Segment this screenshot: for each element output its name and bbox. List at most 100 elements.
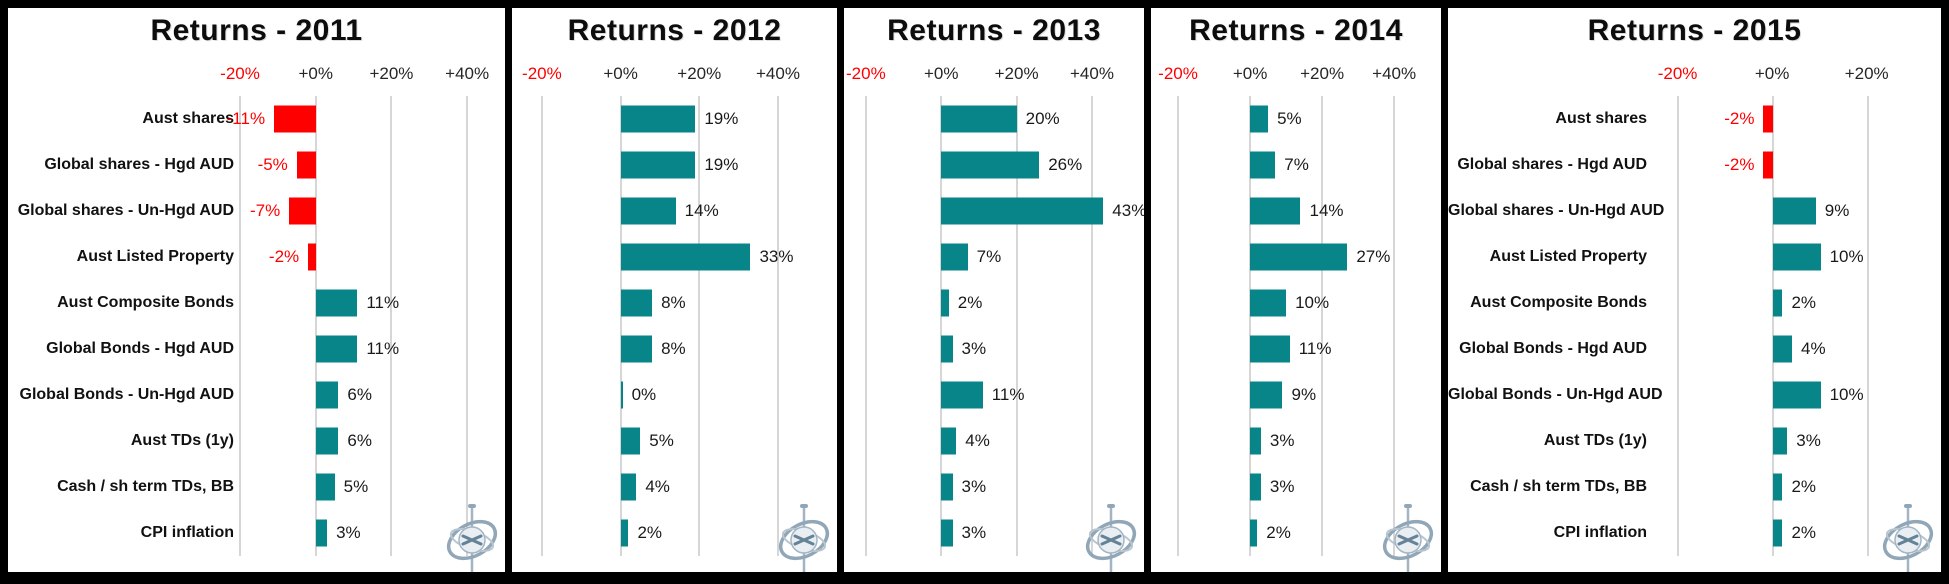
bar-row-global-bonds-hgd-aud: Global Bonds - Hgd AUD 11% bbox=[8, 326, 505, 372]
bar-rows: 19% 19% 14% 33% 8% 8% 0% 5% 4% 2% bbox=[512, 96, 837, 556]
bar-global-shares-un-hgd-aud bbox=[1772, 197, 1816, 225]
bar-aust-tds-1y bbox=[315, 427, 339, 455]
bar-area: 3% bbox=[1653, 418, 1941, 464]
bar-cpi-inflation bbox=[315, 519, 328, 547]
bar-row-global-shares-hgd-aud: Global shares - Hgd AUD -5% bbox=[8, 142, 505, 188]
bar-area: 14% bbox=[1151, 188, 1441, 234]
bar-row-cash-sh-term-tds-bb: Cash / sh term TDs, BB 2% bbox=[1448, 464, 1941, 510]
bar-area: -5% bbox=[240, 142, 505, 188]
bar-row-aust-composite-bonds: Aust Composite Bonds 2% bbox=[1448, 280, 1941, 326]
panel-title: Returns - 2014 bbox=[1189, 14, 1403, 47]
bar-aust-tds-1y bbox=[1772, 427, 1788, 455]
gridline bbox=[698, 96, 701, 556]
panel-returns-2012: Returns - 2012 -20% +0% +20% +40% 19% 19% 14% 33… bbox=[512, 8, 837, 572]
value-label: 27% bbox=[1356, 247, 1391, 266]
category-label: Aust TDs (1y) bbox=[1543, 432, 1647, 449]
bar-row-aust-shares: Aust shares -11% bbox=[8, 96, 505, 142]
bar-rows: Aust shares -11% Global shares - Hgd AUD -5… bbox=[8, 96, 505, 556]
bar-row-global-bonds-un-hgd-aud: Global Bonds - Un-Hgd AUD 6% bbox=[8, 372, 505, 418]
bar-area: 8% bbox=[512, 326, 837, 372]
bar-row-aust-composite-bonds: 2% bbox=[844, 280, 1144, 326]
gridline bbox=[1393, 96, 1396, 556]
bar-row-aust-shares: 5% bbox=[1151, 96, 1441, 142]
plot-area: Aust shares -11% Global shares - Hgd AUD -5… bbox=[8, 96, 505, 556]
gridline bbox=[390, 96, 393, 556]
gridline bbox=[1090, 96, 1093, 556]
bar-row-cpi-inflation: CPI inflation 2% bbox=[1448, 510, 1941, 556]
gridline bbox=[940, 96, 943, 556]
bar-aust-tds-1y bbox=[620, 427, 641, 455]
value-label: 8% bbox=[661, 339, 686, 358]
category-label: Global shares - Un-Hgd AUD bbox=[1448, 202, 1665, 219]
category-label: Aust TDs (1y) bbox=[130, 432, 234, 449]
category-label: CPI inflation bbox=[140, 524, 234, 541]
bar-area: 3% bbox=[240, 510, 505, 556]
bar-area: -2% bbox=[1653, 96, 1941, 142]
bar-cash-sh-term-tds-bb bbox=[941, 473, 953, 501]
axis-tick-label: +20% bbox=[1300, 64, 1345, 83]
value-label: 4% bbox=[965, 431, 990, 450]
gridline-layer bbox=[512, 96, 837, 556]
bar-area: -2% bbox=[240, 234, 505, 280]
axis-tick-label: +0% bbox=[1232, 64, 1268, 83]
bar-row-cpi-inflation: 3% bbox=[844, 510, 1144, 556]
bar-global-shares-hgd-aud bbox=[620, 151, 696, 179]
bar-row-global-shares-un-hgd-aud: Global shares - Un-Hgd AUD 9% bbox=[1448, 188, 1941, 234]
bar-area: 11% bbox=[240, 326, 505, 372]
bar-row-cpi-inflation: 2% bbox=[1151, 510, 1441, 556]
gyroscope-watermark-icon bbox=[1380, 502, 1436, 572]
bar-row-aust-listed-property: Aust Listed Property 10% bbox=[1448, 234, 1941, 280]
value-label: 2% bbox=[957, 293, 983, 312]
bar-row-global-shares-un-hgd-aud: Global shares - Un-Hgd AUD -7% bbox=[8, 188, 505, 234]
bar-area: 5% bbox=[512, 418, 837, 464]
category-label: Global shares - Hgd AUD bbox=[44, 156, 234, 173]
value-label: 20% bbox=[1025, 109, 1060, 128]
bar-row-global-shares-un-hgd-aud: 14% bbox=[512, 188, 837, 234]
category-label: Cash / sh term TDs, BB bbox=[1470, 478, 1647, 495]
plot-area: 5% 7% 14% 27% 10% 11% 9% 3% 3% 2% bbox=[1151, 96, 1441, 556]
bar-row-global-bonds-hgd-aud: Global Bonds - Hgd AUD 4% bbox=[1448, 326, 1941, 372]
category-label: Aust Composite Bonds bbox=[1470, 294, 1647, 311]
value-label: 9% bbox=[1824, 201, 1850, 220]
bar-area: 14% bbox=[512, 188, 837, 234]
bar-aust-listed-property bbox=[1772, 243, 1821, 271]
value-label: 11% bbox=[991, 385, 1025, 404]
bar-area: 3% bbox=[844, 326, 1144, 372]
value-label: 3% bbox=[1796, 431, 1821, 450]
gridline-layer bbox=[239, 96, 505, 556]
bar-row-global-bonds-un-hgd-aud: 9% bbox=[1151, 372, 1441, 418]
bar-aust-composite-bonds bbox=[1250, 289, 1287, 317]
bar-area: 10% bbox=[1653, 234, 1941, 280]
bar-aust-listed-property bbox=[1250, 243, 1348, 271]
category-label: Aust shares bbox=[142, 110, 234, 127]
panel-returns-2015: Returns - 2015 -20% +0% +20% Aust shares -2% G… bbox=[1448, 8, 1941, 572]
bar-row-global-bonds-un-hgd-aud: 11% bbox=[844, 372, 1144, 418]
bar-row-global-bonds-hgd-aud: 8% bbox=[512, 326, 837, 372]
bar-area: 2% bbox=[1653, 510, 1941, 556]
bar-row-global-bonds-un-hgd-aud: Global Bonds - Un-Hgd AUD 10% bbox=[1448, 372, 1941, 418]
bar-row-aust-tds-1y: 4% bbox=[844, 418, 1144, 464]
axis-tick-label: +0% bbox=[603, 64, 638, 83]
bar-cash-sh-term-tds-bb bbox=[1772, 473, 1783, 501]
bar-row-global-bonds-hgd-aud: 11% bbox=[1151, 326, 1441, 372]
value-label: 4% bbox=[1801, 339, 1826, 358]
bar-row-aust-composite-bonds: 10% bbox=[1151, 280, 1441, 326]
value-label: 19% bbox=[704, 155, 739, 174]
bar-area: 3% bbox=[844, 510, 1144, 556]
category-label: Global Bonds - Un-Hgd AUD bbox=[1448, 386, 1663, 403]
bar-row-aust-composite-bonds: 8% bbox=[512, 280, 837, 326]
bar-rows: Aust shares -2% Global shares - Hgd AUD -2%… bbox=[1448, 96, 1941, 556]
value-label: 6% bbox=[347, 431, 372, 450]
bar-area: 0% bbox=[512, 372, 837, 418]
bar-global-bonds-hgd-aud bbox=[941, 335, 953, 363]
bar-area: -2% bbox=[1653, 142, 1941, 188]
bar-area: 3% bbox=[1151, 464, 1441, 510]
axis-tick-label: -20% bbox=[846, 64, 886, 83]
bar-aust-composite-bonds bbox=[941, 289, 949, 317]
gridline bbox=[1867, 96, 1870, 556]
value-label: 43% bbox=[1112, 201, 1144, 220]
bar-row-global-bonds-un-hgd-aud: 0% bbox=[512, 372, 837, 418]
bar-area: 3% bbox=[844, 464, 1144, 510]
value-label: 5% bbox=[649, 431, 674, 450]
bar-area: 4% bbox=[844, 418, 1144, 464]
